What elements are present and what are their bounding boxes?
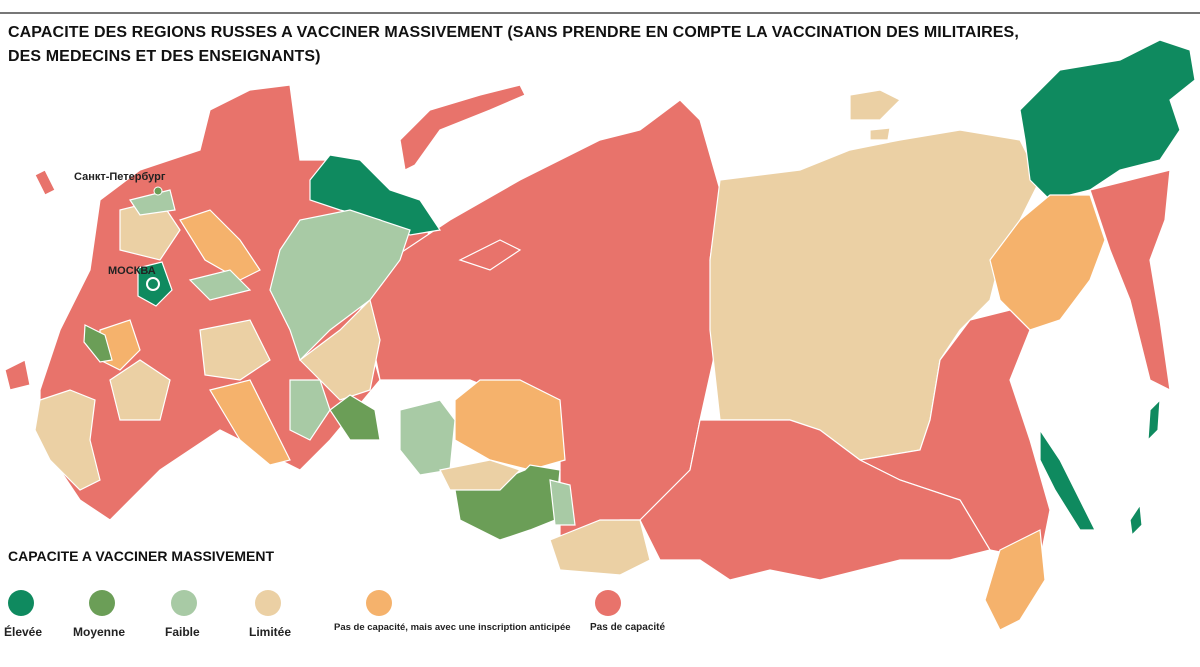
region xyxy=(137,261,173,307)
legend-label: Élevée xyxy=(4,625,43,639)
city-label: Санкт-Петербург xyxy=(74,171,166,183)
region xyxy=(299,298,381,401)
region xyxy=(1147,398,1161,442)
legend-swatch xyxy=(8,590,34,616)
legend-swatch xyxy=(255,590,281,616)
region xyxy=(639,419,991,581)
region xyxy=(34,389,101,491)
region xyxy=(209,379,291,466)
region xyxy=(109,359,171,421)
region xyxy=(309,154,442,236)
legend-label: Pas de capacité xyxy=(590,622,666,633)
region xyxy=(1089,169,1171,392)
region xyxy=(984,529,1046,631)
legend-swatch xyxy=(366,590,392,616)
region xyxy=(849,89,902,121)
region xyxy=(454,379,566,471)
city-label: МОСКВА xyxy=(108,265,156,277)
region xyxy=(458,239,522,271)
region xyxy=(549,519,651,576)
legend-label: Faible xyxy=(165,625,200,639)
legend-swatch xyxy=(89,590,115,616)
region xyxy=(549,479,576,526)
legend-swatch xyxy=(171,590,197,616)
region xyxy=(869,127,891,141)
title-line: CAPACITE DES REGIONS RUSSES A VACCINER M… xyxy=(8,24,1019,41)
title-line: DES MEDECINS ET DES ENSEIGNANTS) xyxy=(8,48,321,65)
region xyxy=(289,379,331,441)
legend-label: Moyenne xyxy=(73,625,126,639)
region xyxy=(439,459,522,491)
region xyxy=(179,209,261,281)
region xyxy=(199,319,271,381)
legend-label: Limitée xyxy=(249,625,292,639)
region xyxy=(329,394,381,441)
region xyxy=(4,359,31,391)
regions xyxy=(4,39,1196,631)
city-marker xyxy=(146,277,160,291)
region xyxy=(83,324,113,363)
legend-label: Pas de capacité, mais avec une inscripti… xyxy=(334,622,571,633)
city-marker xyxy=(153,186,163,196)
legend-swatch xyxy=(595,590,621,616)
region xyxy=(1129,503,1143,537)
region xyxy=(399,399,456,476)
region xyxy=(1019,39,1196,201)
legend-title: CAPACITE A VACCINER MASSIVEMENT xyxy=(8,548,275,564)
region xyxy=(188,269,252,301)
region xyxy=(1039,428,1096,531)
region xyxy=(34,169,56,196)
region xyxy=(399,84,526,171)
top-rule xyxy=(0,12,1200,14)
